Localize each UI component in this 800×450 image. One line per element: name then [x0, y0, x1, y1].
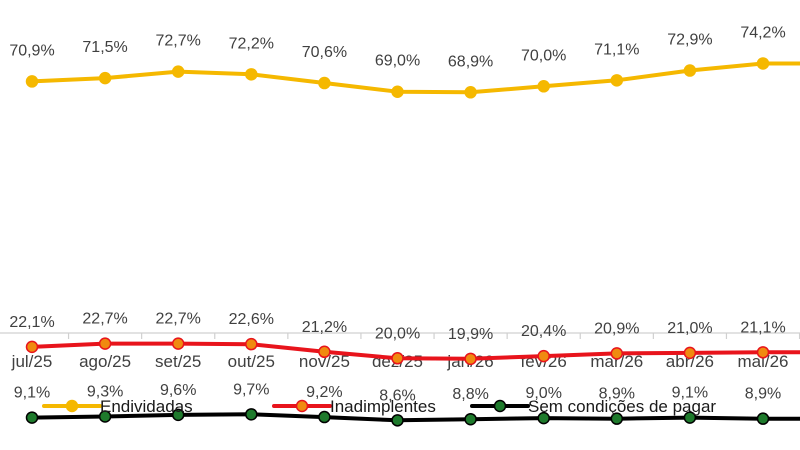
data-label-endividadas: 72,9%	[667, 32, 712, 49]
data-label-inadimplentes: 22,7%	[82, 311, 127, 328]
data-labels: 70,9% 71,5% 72,7% 72,2% 70,6% 69,0% 68,9% 70,0%…	[9, 24, 785, 404]
point-inadimplentes	[98, 337, 112, 350]
data-label-endividadas: 72,7%	[156, 33, 201, 50]
data-label-sem-condicoes-de-pagar: 9,7%	[233, 381, 269, 398]
series-layer	[25, 57, 800, 427]
x-tick-label: ago/25	[79, 352, 131, 371]
data-label-sem-condicoes-de-pagar: 9,0%	[525, 385, 561, 402]
x-tick-label: mar/26	[590, 352, 643, 371]
point-sem-condicoes-de-pagar	[245, 408, 258, 421]
point-sem-condicoes-de-pagar	[610, 412, 624, 425]
data-label-endividadas: 70,6%	[302, 44, 347, 61]
legend-label-endividadas: Endividadas	[100, 397, 193, 416]
x-tick-label: mai/26	[737, 352, 788, 371]
point-endividadas	[318, 76, 331, 90]
data-label-sem-condicoes-de-pagar: 8,9%	[599, 386, 635, 403]
point-sem-condicoes-de-pagar	[537, 411, 550, 425]
data-label-inadimplentes: 21,1%	[740, 319, 785, 336]
data-label-inadimplentes: 22,1%	[9, 314, 54, 331]
point-inadimplentes	[391, 352, 404, 365]
point-inadimplentes	[683, 346, 697, 360]
data-label-endividadas: 70,9%	[9, 42, 54, 59]
legend-marker-sem-condicoes-de-pagar	[493, 399, 507, 413]
point-inadimplentes	[610, 347, 624, 360]
data-label-sem-condicoes-de-pagar: 9,1%	[14, 385, 50, 402]
point-endividadas	[537, 80, 550, 93]
point-inadimplentes	[756, 346, 770, 359]
data-label-sem-condicoes-de-pagar: 9,2%	[306, 384, 342, 401]
data-label-endividadas: 68,9%	[448, 53, 493, 70]
point-sem-condicoes-de-pagar	[391, 414, 404, 427]
point-sem-condicoes-de-pagar	[464, 412, 477, 426]
point-endividadas	[610, 74, 624, 87]
legend: Endividadas Inadimplentes Sem condições de…	[42, 397, 716, 416]
x-tick-label: nov/25	[299, 352, 350, 371]
data-label-endividadas: 71,5%	[82, 39, 127, 56]
legend-marker-endividadas	[65, 399, 79, 413]
data-label-inadimplentes: 20,0%	[375, 325, 420, 342]
x-tick-label: abr/26	[666, 352, 714, 371]
data-label-inadimplentes: 22,7%	[156, 311, 201, 328]
data-label-sem-condicoes-de-pagar: 8,9%	[745, 386, 781, 403]
data-label-inadimplentes: 21,2%	[302, 319, 347, 336]
point-endividadas	[756, 57, 770, 70]
point-sem-condicoes-de-pagar	[98, 410, 112, 423]
data-label-sem-condicoes-de-pagar: 9,3%	[87, 384, 123, 401]
point-inadimplentes	[537, 349, 550, 363]
data-label-inadimplentes: 20,9%	[594, 320, 639, 337]
data-label-inadimplentes: 20,4%	[521, 323, 566, 340]
series-line-endividadas	[30, 61, 800, 95]
point-endividadas	[171, 65, 185, 78]
data-label-inadimplentes: 22,6%	[229, 311, 274, 328]
data-label-endividadas: 74,2%	[740, 24, 785, 41]
point-inadimplentes	[464, 352, 477, 366]
point-sem-condicoes-de-pagar	[318, 410, 331, 424]
point-endividadas	[683, 64, 697, 77]
data-label-sem-condicoes-de-pagar: 9,1%	[672, 385, 708, 402]
data-label-endividadas: 71,1%	[594, 41, 639, 58]
point-sem-condicoes-de-pagar	[683, 411, 697, 424]
point-inadimplentes	[25, 340, 39, 354]
legend-label-sem-condicoes-de-pagar: Sem condições de pagar	[528, 397, 716, 416]
data-label-sem-condicoes-de-pagar: 8,6%	[379, 387, 415, 404]
point-sem-condicoes-de-pagar	[25, 411, 39, 424]
series-line-inadimplentes	[30, 341, 800, 361]
point-inadimplentes	[171, 337, 185, 350]
x-tick-label: set/25	[155, 352, 201, 371]
series-line-sem-condicoes-de-pagar	[30, 412, 800, 423]
data-label-endividadas: 72,2%	[229, 35, 274, 52]
data-label-inadimplentes: 21,0%	[667, 320, 712, 337]
point-inadimplentes	[245, 337, 258, 351]
x-tick-label: out/25	[228, 352, 275, 371]
point-inadimplentes	[318, 345, 331, 359]
data-label-endividadas: 69,0%	[375, 53, 420, 70]
point-endividadas	[464, 86, 477, 99]
legend-label-inadimplentes: Inadimplentes	[330, 397, 436, 416]
point-endividadas	[25, 75, 39, 88]
data-label-endividadas: 70,0%	[521, 47, 566, 64]
data-label-inadimplentes: 19,9%	[448, 326, 493, 343]
x-axis: jul/25ago/25set/25out/25nov/25dez/25jan/…	[0, 332, 800, 371]
point-sem-condicoes-de-pagar	[171, 408, 185, 422]
data-label-sem-condicoes-de-pagar: 8,8%	[452, 386, 488, 403]
legend-marker-inadimplentes	[295, 399, 309, 413]
point-sem-condicoes-de-pagar	[756, 412, 770, 425]
point-endividadas	[98, 71, 112, 85]
x-tick-label: jul/25	[11, 352, 53, 371]
point-endividadas	[245, 68, 258, 81]
point-endividadas	[391, 85, 404, 98]
data-label-sem-condicoes-de-pagar: 9,6%	[160, 382, 196, 399]
